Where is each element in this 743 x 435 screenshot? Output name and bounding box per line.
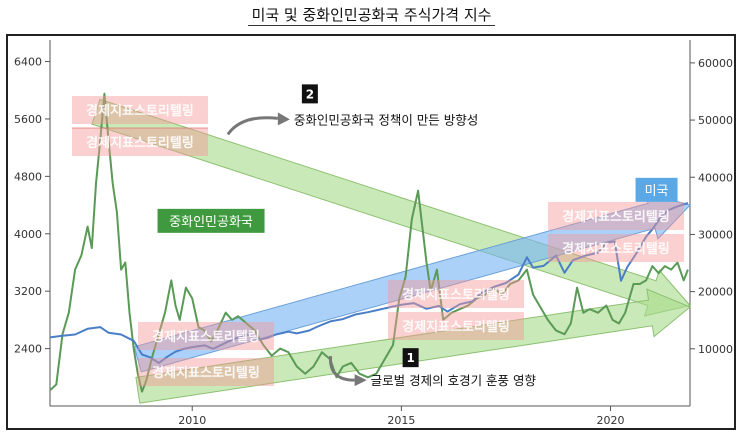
watermark-box: [72, 96, 208, 124]
watermark: 경제지표스토리텔링: [72, 96, 208, 124]
series-label-text: 중화인민공화국: [169, 215, 253, 230]
watermark-box: [138, 322, 274, 350]
watermark: 경제지표스토리텔링: [548, 234, 684, 262]
chart-frame: 2400 3200 4000 4800 5600 6400 10000 20000 30000 4…: [6, 34, 736, 430]
watermark-box: [138, 358, 274, 386]
watermark: 경제지표스토리텔링: [548, 202, 684, 230]
y-left-tick-label: 6400: [14, 56, 42, 69]
watermark: 경제지표스토리텔링: [138, 322, 274, 350]
y-left-tick-label: 2400: [14, 343, 42, 356]
callout-number: 2: [306, 87, 314, 101]
callout-arrow-head: [354, 374, 367, 387]
y-right-tick-label: 60000: [698, 57, 733, 70]
y-left-tick-label: 5600: [14, 113, 42, 126]
watermark-text: 경제지표스토리텔링: [562, 241, 670, 257]
watermark: 경제지표스토리텔링: [138, 358, 274, 386]
callout-arrow-head: [277, 112, 290, 126]
watermark: 경제지표스토리텔링: [388, 312, 524, 340]
watermark-box: [548, 202, 684, 230]
x-tick-label: 2010: [178, 414, 206, 427]
watermark-text: 경제지표스토리텔링: [402, 319, 510, 335]
watermark-box: [72, 128, 208, 156]
callout-curve-arrow: [329, 356, 355, 382]
y-right-tick-label: 50000: [698, 114, 733, 127]
watermark-text: 경제지표스토리텔링: [402, 287, 510, 303]
callout-curve-arrow: [226, 116, 279, 136]
watermark: 경제지표스토리텔링: [388, 280, 524, 308]
y-left-tick-label: 4800: [14, 170, 42, 183]
y-right-tick-label: 10000: [698, 343, 733, 356]
watermark-text: 경제지표스토리텔링: [86, 103, 194, 119]
series-line-usa: [49, 202, 689, 365]
watermark-text: 경제지표스토리텔링: [152, 329, 260, 345]
callout-text: 중화인민공화국 정책이 만든 방향성: [294, 112, 478, 127]
chart-canvas: 2400 3200 4000 4800 5600 6400 10000 20000 30000 4…: [14, 40, 733, 427]
callout-text: 글로벌 경제의 호경기 훈풍 영향: [371, 373, 537, 388]
callout-number-box: [301, 84, 318, 104]
series-line-china: [49, 92, 689, 393]
watermark-text: 경제지표스토리텔링: [86, 135, 194, 151]
y-right-tick-label: 40000: [698, 171, 733, 184]
y-right-tick-label: 30000: [698, 228, 733, 241]
trend-arrow-green: [135, 288, 691, 404]
watermark-box: [548, 234, 684, 262]
watermark-box: [388, 280, 524, 308]
watermark-text: 경제지표스토리텔링: [562, 209, 670, 225]
x-tick-label: 2020: [597, 414, 625, 427]
series-label-box: [635, 177, 678, 202]
y-left-tick-label: 3200: [14, 285, 42, 298]
x-tick-label: 2015: [387, 414, 415, 427]
series-label-text: 미국: [645, 184, 669, 199]
watermark: 경제지표스토리텔링: [72, 128, 208, 156]
y-left-tick-label: 4000: [14, 228, 42, 241]
watermark-text: 경제지표스토리텔링: [152, 365, 260, 381]
callout-number-box: [402, 348, 419, 368]
callout-number: 1: [406, 351, 414, 365]
y-right-tick-label: 20000: [698, 286, 733, 299]
page-title: 미국 및 중화인민공화국 주식가격 지수: [0, 4, 743, 26]
series-label-box: [157, 208, 265, 233]
watermark-box: [388, 312, 524, 340]
